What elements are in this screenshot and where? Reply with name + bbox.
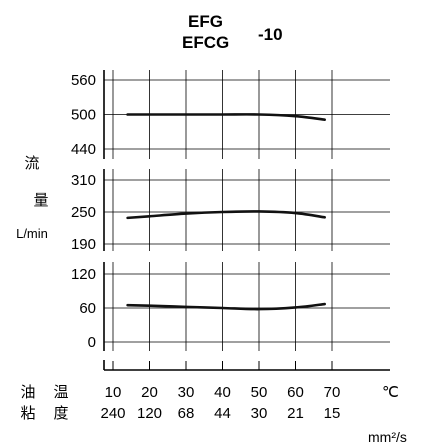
y-tick-label: 500 [71,107,96,124]
x-temperature-tick-label: 60 [287,384,304,401]
y-tick-label: 310 [71,172,96,189]
y-tick-label: 120 [71,266,96,283]
series-line-top [126,113,326,121]
series-line-bottom [126,302,326,311]
y-tick-label: 440 [71,141,96,158]
chart-title-line2: EFCG [182,33,229,52]
panel-bottom: 120 60 0 [71,262,390,351]
chart-panels: 560 500 440 310 250 190 120 60 0 [71,70,390,351]
y-tick-label: 0 [88,334,96,351]
x-viscosity-tick-label: 30 [251,405,268,422]
panel-top: 560 500 440 [71,70,390,159]
y-label-unit: L/min [16,226,48,241]
visc-unit: mm²/s [368,429,407,445]
x-viscosity-tick-label: 15 [324,405,341,422]
y-tick-label: 560 [71,72,96,89]
x-temperature-tick-label: 40 [214,384,231,401]
visc-row-label-char2: 度 [53,404,68,422]
x-temperature-tick-label: 20 [141,384,158,401]
x-temperature-tick-label: 10 [105,384,122,401]
temp-row-label-char2: 温 [53,383,68,401]
x-viscosity-tick-label: 44 [214,405,231,422]
x-temperature-tick-label: 30 [178,384,195,401]
x-viscosity-tick-label: 240 [100,405,125,422]
x-viscosity-tick-label: 21 [287,405,304,422]
x-temperature-tick-label: 70 [324,384,341,401]
y-tick-label: 250 [71,204,96,221]
y-label-char1: 流 [24,154,39,172]
temp-row-label-char1: 油 [20,383,35,401]
series-line-middle [126,210,326,220]
temp-unit: ℃ [382,384,399,401]
x-temperature-tick-label: 50 [251,384,268,401]
x-viscosity-tick-label: 68 [178,405,195,422]
x-axis: 10 240 20 120 30 68 40 44 50 30 60 21 70 15 [100,360,390,422]
x-viscosity-tick-label: 120 [137,405,162,422]
y-tick-label: 190 [71,236,96,253]
chart-title-suffix: -10 [258,25,283,44]
chart-title-line1: EFG [188,12,223,31]
y-label-char2: 量 [33,191,48,209]
visc-row-label-char1: 粘 [20,404,35,422]
y-tick-label: 60 [79,300,96,317]
panel-middle: 310 250 190 [71,169,390,253]
